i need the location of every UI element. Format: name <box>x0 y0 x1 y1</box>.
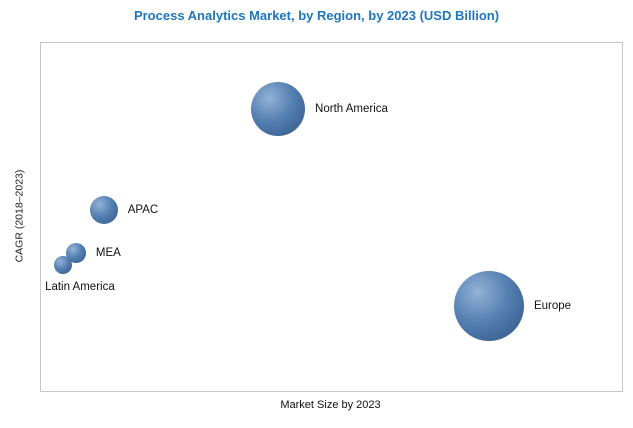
bubble-mea <box>65 242 86 263</box>
bubble-label-latin-america: Latin America <box>45 281 115 294</box>
plot-area: North America APAC MEA Latin America Europe <box>40 42 623 392</box>
bubble-europe <box>453 271 524 342</box>
chart-title: Process Analytics Market, by Region, by … <box>133 8 500 23</box>
bubble-north-america <box>251 82 306 137</box>
bubble-label-apac: APAC <box>127 204 159 217</box>
bubble-label-europe: Europe <box>533 300 572 313</box>
y-axis-label: CAGR (2018–2023) <box>13 169 25 263</box>
bubble-apac <box>89 196 118 225</box>
x-axis-label: Market Size by 2023 <box>280 399 381 411</box>
bubble-latin-america <box>54 256 73 275</box>
bubble-label-north-america: North America <box>315 103 388 116</box>
y-axis-label-wrap: CAGR (2018–2023) <box>6 42 32 390</box>
bubble-label-mea: MEA <box>95 246 121 259</box>
